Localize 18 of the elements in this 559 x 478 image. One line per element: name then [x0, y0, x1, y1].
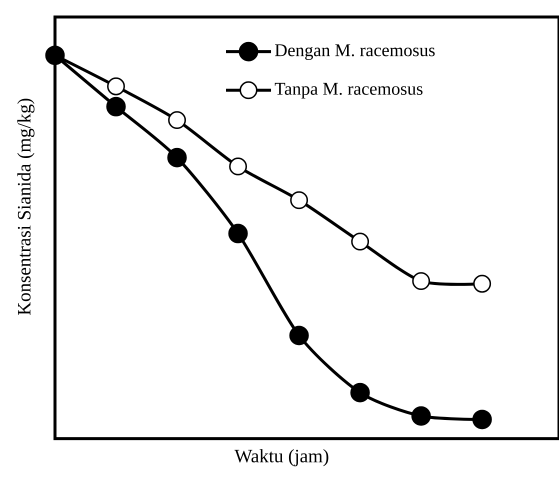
point: [473, 274, 492, 293]
legend-label: Tanpa M. racemosus: [274, 82, 422, 98]
x-axis-title: Waktu (jam): [234, 449, 328, 466]
y-axis-title: Konsentrasi Sianida (mg/kg): [17, 98, 34, 315]
point: [167, 148, 187, 168]
point: [350, 382, 370, 402]
point: [107, 77, 125, 96]
point: [290, 191, 308, 210]
point: [228, 224, 248, 244]
point: [168, 111, 186, 130]
point: [106, 96, 126, 116]
point: [289, 326, 309, 346]
point: [411, 406, 431, 426]
point: [229, 158, 248, 176]
point: [412, 272, 430, 290]
point: [351, 232, 370, 251]
legend-label: Dengan M. racemosus: [275, 44, 435, 60]
point: [472, 410, 492, 430]
